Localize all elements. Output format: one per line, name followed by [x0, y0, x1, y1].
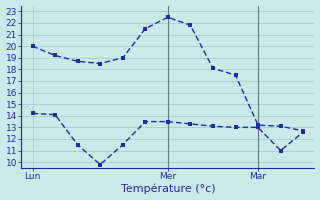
X-axis label: Température (°c): Température (°c): [121, 184, 215, 194]
